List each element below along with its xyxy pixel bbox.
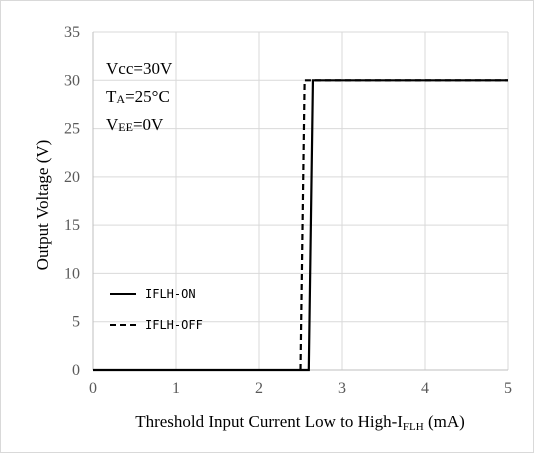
x-tick-label: 2 (255, 380, 263, 397)
x-axis-title-subscript: FLH (403, 421, 424, 433)
test-conditions: Vcc=30V TA=25°C VEE=0V (106, 59, 173, 134)
y-tick-label: 25 (64, 121, 80, 138)
y-tick-label: 0 (72, 362, 80, 379)
legend: IFLH-ON IFLH-OFF (110, 287, 203, 332)
legend-label-iflh-on: IFLH-ON (145, 287, 196, 301)
condition-vee: VEE=0V (106, 115, 164, 134)
y-axis-title: Output Voltage (V) (33, 140, 52, 271)
series (93, 79, 508, 372)
grid (93, 31, 509, 370)
y-tick-label: 30 (64, 72, 80, 89)
x-axis-title: Threshold Input Current Low to High-IFLH… (135, 412, 465, 433)
y-tick-label: 20 (64, 169, 80, 186)
y-tick-label: 35 (64, 24, 80, 41)
series-line-iflh-off (299, 79, 508, 371)
y-tick-label: 10 (64, 265, 80, 282)
y-tick-label: 15 (64, 217, 80, 234)
x-tick-label: 0 (89, 380, 97, 397)
x-tick-label: 4 (421, 380, 429, 397)
condition-vcc: Vcc=30V (106, 59, 173, 78)
condition-ta: TA=25°C (106, 87, 170, 106)
x-tick-label: 5 (504, 380, 512, 397)
x-tick-label: 1 (172, 380, 180, 397)
x-axis-title-unit: (mA) (424, 412, 465, 431)
y-tick-label: 5 (72, 314, 80, 331)
tick-labels: 0 5 10 15 20 25 30 35 0 1 2 3 4 5 (64, 24, 512, 397)
legend-label-iflh-off: IFLH-OFF (145, 318, 203, 332)
x-tick-label: 3 (338, 380, 346, 397)
x-axis-title-main: Threshold Input Current Low to High-I (135, 412, 403, 431)
